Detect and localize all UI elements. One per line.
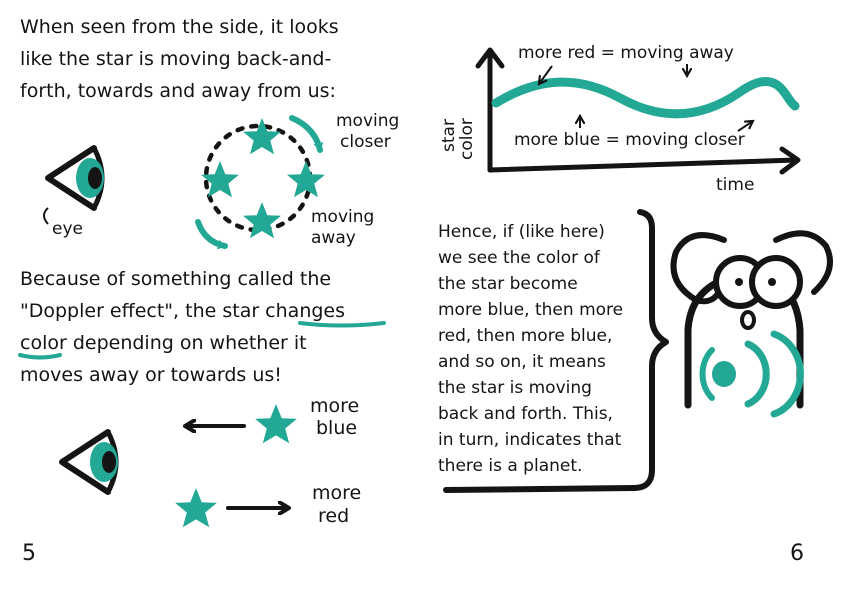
character-illustration xyxy=(670,230,833,418)
eye-label: eye xyxy=(43,207,83,239)
moving-away-line-2: away xyxy=(311,228,356,248)
y-axis-label-2: color xyxy=(457,118,477,160)
color-underline xyxy=(18,353,62,360)
conclusion-line-6: and so on, it means xyxy=(438,352,606,372)
moving-away-line-1: moving xyxy=(311,207,374,227)
conclusion-line-3: the star become xyxy=(438,274,578,294)
right-page: star color time more red = moving away m… xyxy=(438,43,833,566)
doppler-line-3: color depending on whether it xyxy=(20,332,307,354)
intro-line-2: like the star is moving back-and- xyxy=(20,48,331,70)
page-number-right: 6 xyxy=(790,541,804,566)
conclusion-line-4: more blue, then more xyxy=(438,300,623,320)
page-number-left: 5 xyxy=(22,541,36,566)
doppler-line-1: Because of something called the xyxy=(20,268,331,290)
conclusion-line-7: the star is moving xyxy=(438,378,592,398)
character-hair-left xyxy=(670,232,727,305)
character-hair-right xyxy=(773,230,833,295)
changes-underline xyxy=(298,321,386,328)
speech-bracket xyxy=(443,209,669,493)
conclusion-text: Hence, if (like here) we see the color o… xyxy=(438,222,623,476)
conclusion-line-2: we see the color of xyxy=(438,248,601,268)
y-axis-arrowhead xyxy=(475,47,505,69)
conclusion-line-8: back and forth. This, xyxy=(438,404,613,424)
approaching-star: more blue xyxy=(186,395,359,444)
character-eye-left xyxy=(735,278,743,286)
star-icon xyxy=(287,161,325,198)
more-red-line-2: red xyxy=(318,505,349,527)
receding-star: more red xyxy=(175,482,361,528)
top-note: more red = moving away xyxy=(518,43,734,63)
x-axis xyxy=(487,157,799,173)
moving-closer-line-2: closer xyxy=(340,132,391,152)
bottom-note: more blue = moving closer xyxy=(514,130,745,150)
doppler-text: Because of something called the "Doppler… xyxy=(18,268,386,386)
more-blue-line-2: blue xyxy=(316,417,357,439)
intro-line-1: When seen from the side, it looks xyxy=(20,16,339,38)
intro-text: When seen from the side, it looks like t… xyxy=(20,16,339,102)
more-blue-line-1: more xyxy=(310,395,359,417)
eye-label-text: eye xyxy=(52,219,83,239)
conclusion-line-10: there is a planet. xyxy=(438,456,582,476)
orbit-diagram xyxy=(195,115,325,250)
star-color-graph: star color time more red = moving away m… xyxy=(439,43,801,195)
conclusion-line-1: Hence, if (like here) xyxy=(438,222,605,242)
more-red-line-1: more xyxy=(312,482,361,504)
top-note-arrow-left xyxy=(539,65,553,84)
star-color-curve xyxy=(491,77,800,119)
character-mouth xyxy=(740,310,756,330)
star-icon xyxy=(255,404,297,444)
character-body-left xyxy=(684,278,722,409)
conclusion-line-9: in turn, indicates that xyxy=(438,430,622,450)
star-icon xyxy=(243,118,281,155)
doppler-line-4: moves away or towards us! xyxy=(20,364,282,386)
star-icon xyxy=(201,161,239,198)
star-icon xyxy=(243,202,281,239)
moving-away-arrow xyxy=(195,219,228,250)
x-axis-label: time xyxy=(716,175,754,195)
intro-line-3: forth, towards and away from us: xyxy=(20,80,336,102)
moving-away-label: moving away xyxy=(311,207,374,248)
conclusion-line-5: red, then more blue, xyxy=(438,326,612,346)
character-eye-right xyxy=(768,278,776,286)
doppler-line-2: "Doppler effect", the star changes xyxy=(20,300,345,322)
eye-icon xyxy=(59,429,119,495)
left-page: When seen from the side, it looks like t… xyxy=(18,16,399,566)
moving-closer-line-1: moving xyxy=(336,111,399,131)
star-icon xyxy=(175,488,217,528)
planet-shirt-icon xyxy=(699,330,804,418)
bottom-note-arrow-right xyxy=(737,121,753,132)
moving-closer-label: moving closer xyxy=(336,111,399,152)
y-axis-label-1: star xyxy=(439,119,459,152)
x-axis-arrowhead xyxy=(779,146,801,175)
moving-closer-arrow xyxy=(289,115,324,153)
eye-icon xyxy=(45,145,105,211)
